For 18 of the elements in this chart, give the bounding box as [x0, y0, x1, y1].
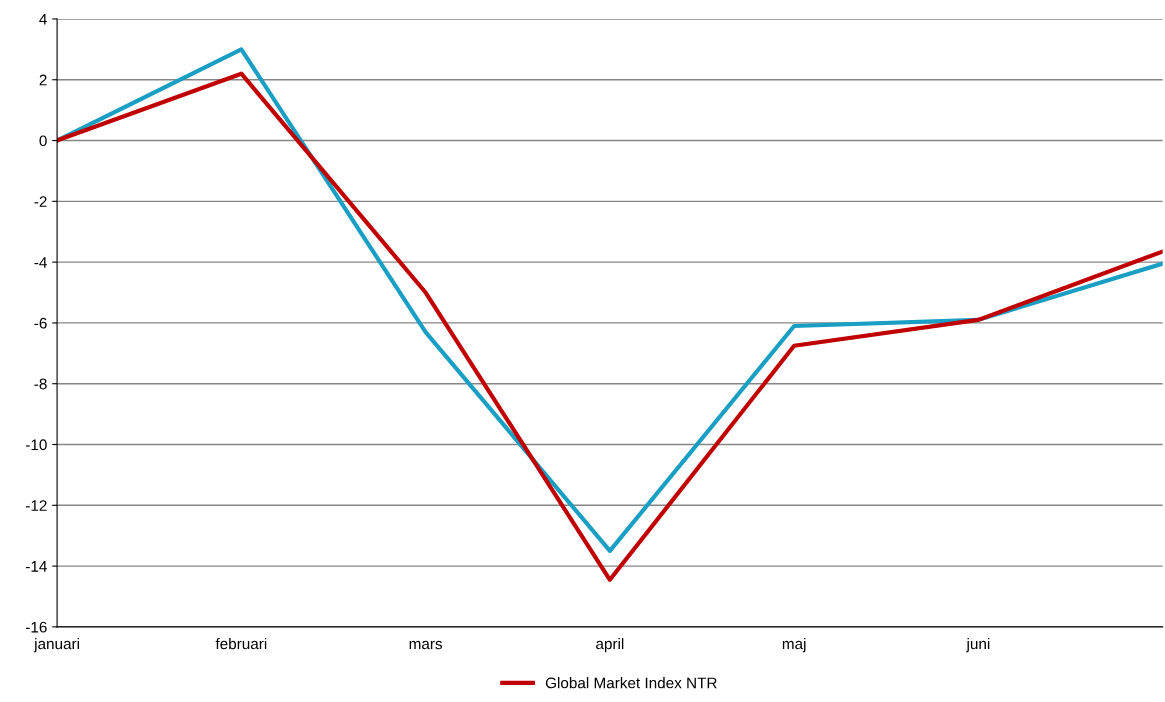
y-tick-label: 0	[39, 135, 47, 147]
y-tick-label: -12	[25, 500, 47, 511]
x-tick-label: mars	[409, 640, 443, 650]
y-tick-label: -8	[34, 378, 47, 390]
x-tick-label: februari	[215, 638, 267, 650]
y-tick-label: -10	[25, 439, 47, 451]
y-tick-label: -6	[34, 317, 47, 329]
x-tick-label: april	[596, 638, 624, 653]
x-tick-label: januari	[33, 638, 79, 653]
x-tick-label: juni	[966, 638, 990, 653]
x-tick-label: maj	[782, 638, 806, 653]
y-tick-label: -2	[34, 196, 47, 207]
y-tick-label: -4	[34, 257, 47, 268]
y-tick-label: -16	[25, 621, 47, 633]
y-tick-label: 2	[39, 74, 47, 86]
y-tick-label: 4	[39, 13, 47, 25]
y-tick-label: -14	[25, 561, 47, 572]
legend-label: Global Market Index NTR	[545, 677, 717, 689]
